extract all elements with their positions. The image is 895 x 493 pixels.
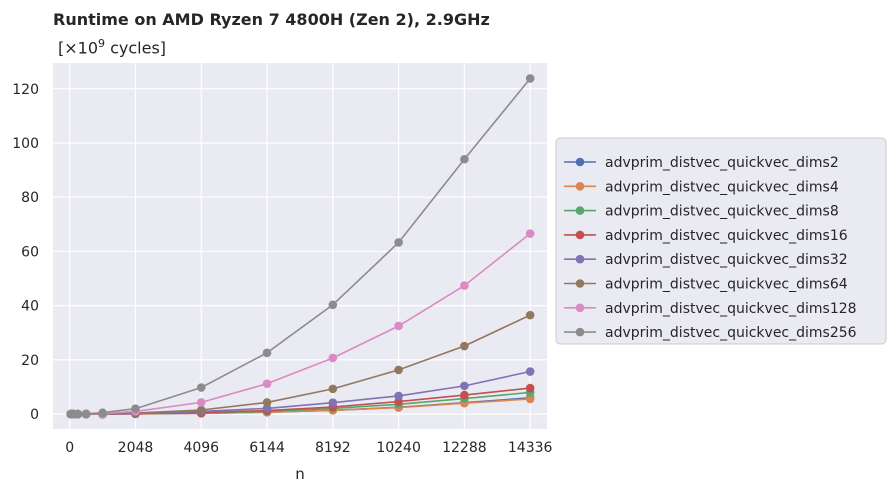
y-tick-label: 120 xyxy=(12,82,39,98)
legend-item: advprim_distvec_quickvec_dims64 xyxy=(564,277,848,293)
legend-item: advprim_distvec_quickvec_dims256 xyxy=(564,325,857,341)
data-point xyxy=(525,383,535,393)
data-point xyxy=(525,310,535,320)
legend-item: advprim_distvec_quickvec_dims4 xyxy=(564,179,839,195)
legend-marker xyxy=(575,279,585,288)
data-point xyxy=(394,391,403,401)
data-point xyxy=(525,367,535,376)
y-tick-label: 40 xyxy=(21,299,39,315)
data-point xyxy=(460,154,469,164)
legend-item: advprim_distvec_quickvec_dims16 xyxy=(564,228,848,244)
data-point xyxy=(328,384,338,394)
x-tick-label: 6144 xyxy=(249,440,285,456)
data-point xyxy=(460,390,469,400)
x-tick-label: 2048 xyxy=(118,440,154,456)
y-tick-label: 100 xyxy=(12,136,39,152)
legend-label: advprim_distvec_quickvec_dims64 xyxy=(605,277,848,293)
chart-subtitle: [×109 cycles] xyxy=(58,37,166,57)
x-tick-label: 4096 xyxy=(183,440,219,456)
legend-label: advprim_distvec_quickvec_dims2 xyxy=(605,155,839,171)
legend-marker xyxy=(575,303,585,313)
legend-marker xyxy=(575,206,585,215)
x-tick-label: 10240 xyxy=(376,440,421,456)
data-point xyxy=(525,394,535,404)
legend-label: advprim_distvec_quickvec_dims128 xyxy=(605,301,857,317)
legend-marker xyxy=(575,254,585,264)
data-point xyxy=(460,341,469,351)
subtitle-prefix: [×10 xyxy=(58,38,99,58)
legend-label: advprim_distvec_quickvec_dims256 xyxy=(605,325,857,341)
legend-box xyxy=(555,137,887,345)
legend-marker xyxy=(575,230,585,240)
data-point xyxy=(328,398,338,408)
data-point xyxy=(262,404,272,413)
data-point xyxy=(525,74,535,83)
data-point xyxy=(328,353,338,363)
data-point xyxy=(394,321,403,331)
data-point xyxy=(81,409,91,419)
legend-item: advprim_distvec_quickvec_dims8 xyxy=(564,204,839,220)
data-point xyxy=(196,405,206,415)
x-tick-label: 12288 xyxy=(442,440,487,456)
legend-label: advprim_distvec_quickvec_dims8 xyxy=(605,204,839,220)
series-advprim_distvec_quickvec_dims256 xyxy=(66,74,535,419)
data-point xyxy=(131,404,140,413)
data-point xyxy=(394,238,403,247)
data-point xyxy=(196,383,206,392)
legend: advprim_distvec_quickvec_dims2 advprim_di… xyxy=(555,137,887,345)
x-tick-label: 0 xyxy=(65,440,74,456)
legend-item: advprim_distvec_quickvec_dims128 xyxy=(564,301,857,317)
plot-background xyxy=(53,63,547,429)
x-tick-label: 8192 xyxy=(315,440,351,456)
legend-item: advprim_distvec_quickvec_dims32 xyxy=(564,252,848,268)
legend-label: advprim_distvec_quickvec_dims16 xyxy=(605,228,848,244)
axis-ticks: 0 2048 4096 6144 8192 10240 12288 14336 0 20 40 60 8… xyxy=(12,82,552,456)
legend-item: advprim_distvec_quickvec_dims2 xyxy=(564,155,839,171)
legend-label: advprim_distvec_quickvec_dims4 xyxy=(605,179,839,195)
data-point xyxy=(196,398,206,407)
chart-title: Runtime on AMD Ryzen 7 4800H (Zen 2), 2.… xyxy=(53,10,490,29)
x-axis-label: n xyxy=(295,465,305,483)
data-point xyxy=(328,300,338,310)
legend-marker xyxy=(575,157,585,167)
series-lines xyxy=(66,74,535,419)
subtitle-suffix: cycles] xyxy=(105,38,167,58)
y-tick-label: 60 xyxy=(21,244,39,260)
data-point xyxy=(460,381,469,391)
subtitle-exponent: 9 xyxy=(98,37,106,50)
data-point xyxy=(460,281,469,290)
data-point xyxy=(394,365,403,375)
legend-marker xyxy=(575,182,585,191)
data-point xyxy=(262,379,272,389)
x-tick-label: 14336 xyxy=(508,440,553,456)
data-point xyxy=(262,398,272,407)
data-point xyxy=(262,348,272,358)
legend-label: advprim_distvec_quickvec_dims32 xyxy=(605,252,848,268)
data-point xyxy=(525,229,535,238)
data-point xyxy=(98,408,107,418)
y-tick-label: 0 xyxy=(30,407,39,423)
legend-marker xyxy=(575,327,585,337)
data-point xyxy=(73,409,83,419)
y-tick-label: 20 xyxy=(21,353,39,369)
y-tick-label: 80 xyxy=(21,190,39,206)
